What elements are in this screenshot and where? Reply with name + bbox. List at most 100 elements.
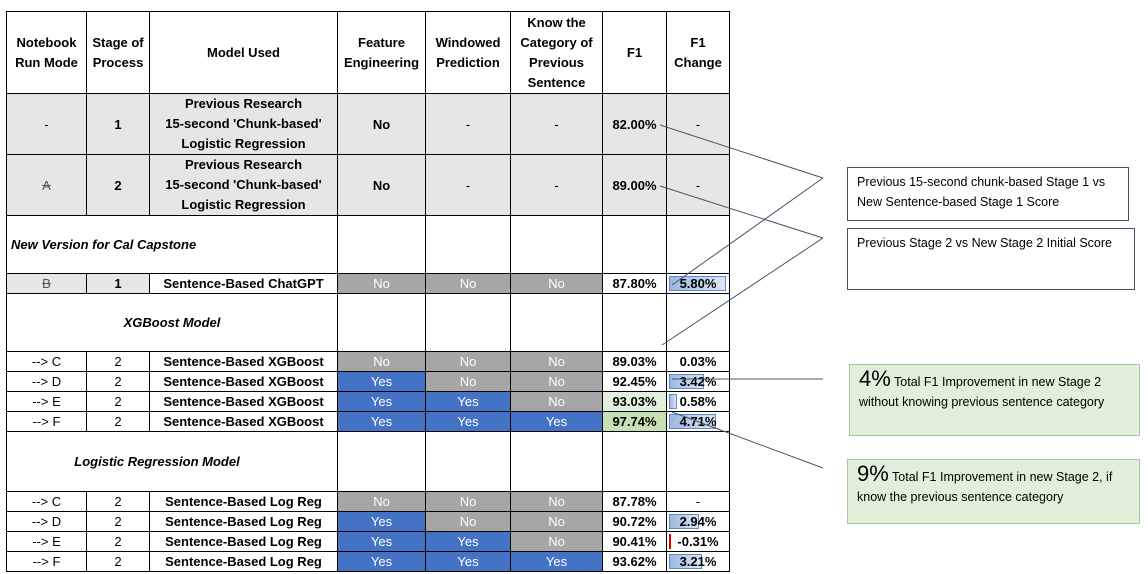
f1-change-value: -0.31% — [677, 534, 719, 549]
cell-f1: 89.00% — [602, 154, 667, 216]
callout-line — [671, 411, 824, 469]
cell-f1: 87.80% — [602, 273, 667, 294]
cell-mode: - — [6, 93, 87, 155]
f1-change-value: 3.42% — [679, 374, 717, 389]
data-bar — [669, 554, 702, 569]
note-stage1-comparison: Previous 15-second chunk-based Stage 1 v… — [847, 167, 1129, 221]
note-stage2-comparison: Previous Stage 2 vs New Stage 2 Initial … — [847, 228, 1135, 290]
table-row: --> C 2 Sentence-Based XGBoost No No No … — [6, 351, 730, 372]
table-row: --> F 2 Sentence-Based XGBoost Yes Yes Y… — [6, 411, 730, 432]
section-row: New Version for Cal Capstone — [6, 215, 730, 274]
cell-know: - — [510, 154, 603, 216]
cell-mode: --> C — [6, 491, 87, 512]
cell-windowed: - — [425, 93, 511, 155]
section-row: XGBoost Model — [6, 293, 730, 352]
data-bar — [669, 374, 704, 389]
cell-know: No — [510, 511, 603, 532]
header-stage: Stage of Process — [86, 11, 150, 94]
header-row: Notebook Run Mode Stage of Process Model… — [6, 11, 730, 94]
empty-cell — [425, 215, 511, 274]
model-line: Logistic Regression — [181, 197, 306, 212]
note-text: Previous 15-second chunk-based Stage 1 v… — [857, 175, 1106, 209]
cell-mode: --> D — [6, 511, 87, 532]
f1-change-value: - — [695, 494, 701, 509]
cell-stage: 1 — [86, 93, 150, 155]
cell-f1: 93.03% — [602, 391, 667, 412]
cell-windowed: Yes — [425, 391, 511, 412]
cell-feature: No — [337, 154, 426, 216]
f1-change-value: 2.94% — [679, 514, 717, 529]
cell-windowed: No — [425, 511, 511, 532]
table-row: --> F 2 Sentence-Based Log Reg Yes Yes Y… — [6, 551, 730, 572]
data-bar — [669, 394, 677, 409]
cell-f1: 93.62% — [602, 551, 667, 572]
empty-cell — [337, 215, 426, 274]
cell-mode: --> D — [6, 371, 87, 392]
cell-know: No — [510, 531, 603, 552]
cell-windowed: Yes — [425, 411, 511, 432]
cell-model: Previous Research 15-second 'Chunk-based… — [149, 93, 338, 155]
f1-change-value: 5.80% — [679, 276, 717, 291]
f1-change-value: 0.58% — [679, 394, 717, 409]
data-bar — [669, 276, 726, 291]
cell-mode: A — [6, 154, 87, 216]
cell-mode: --> F — [6, 551, 87, 572]
cell-feature: No — [337, 273, 426, 294]
data-bar — [669, 414, 716, 429]
callout-line — [671, 177, 824, 286]
cell-f1: 87.78% — [602, 491, 667, 512]
cell-windowed: Yes — [425, 551, 511, 572]
table-row: --> D 2 Sentence-Based Log Reg Yes No No… — [6, 511, 730, 532]
callout-line — [659, 185, 824, 239]
table-row: B 1 Sentence-Based ChatGPT No No No 87.8… — [6, 273, 730, 294]
model-line: Previous Research — [184, 96, 303, 111]
header-model: Model Used — [149, 11, 338, 94]
table-row: A 2 Previous Research 15-second 'Chunk-b… — [6, 154, 730, 216]
cell-know: No — [510, 273, 603, 294]
empty-cell — [510, 431, 603, 492]
cell-know: No — [510, 371, 603, 392]
cell-f1-change: 0.03% — [666, 351, 730, 372]
cell-f1: 90.41% — [602, 531, 667, 552]
cell-know: No — [510, 491, 603, 512]
cell-know: No — [510, 391, 603, 412]
cell-model: Sentence-Based ChatGPT — [149, 273, 338, 294]
empty-cell — [337, 431, 426, 492]
section-row: Logistic Regression Model — [6, 431, 730, 492]
empty-cell — [510, 215, 603, 274]
cell-windowed: No — [425, 351, 511, 372]
table-row: - 1 Previous Research 15-second 'Chunk-b… — [6, 93, 730, 155]
cell-feature: Yes — [337, 411, 426, 432]
cell-mode: B — [6, 273, 87, 294]
header-feature: Feature Engineering — [337, 11, 426, 94]
note-text: Total F1 Improvement in new Stage 2 with… — [859, 375, 1105, 409]
empty-cell — [666, 431, 730, 492]
note-xgb-improvement: 4% Total F1 Improvement in new Stage 2 w… — [849, 364, 1140, 436]
f1-change-value: 3.21% — [679, 554, 717, 569]
cell-know: No — [510, 351, 603, 372]
cell-windowed: Yes — [425, 531, 511, 552]
table-row: --> C 2 Sentence-Based Log Reg No No No … — [6, 491, 730, 512]
model-line: Previous Research — [184, 157, 303, 172]
cell-model: Previous Research 15-second 'Chunk-based… — [149, 154, 338, 216]
model-line: Logistic Regression — [181, 136, 306, 151]
cell-f1: 97.74% — [602, 411, 667, 432]
results-table: Notebook Run Mode Stage of Process Model… — [6, 11, 730, 572]
cell-know: Yes — [510, 411, 603, 432]
callout-line — [661, 237, 824, 346]
cell-mode: --> E — [6, 391, 87, 412]
table-row: --> E 2 Sentence-Based XGBoost Yes Yes N… — [6, 391, 730, 412]
note-lr-improvement: 9% Total F1 Improvement in new Stage 2, … — [847, 459, 1140, 524]
cell-feature: No — [337, 351, 426, 372]
cell-know: Yes — [510, 551, 603, 572]
cell-feature: No — [337, 491, 426, 512]
note-text: Previous Stage 2 vs New Stage 2 Initial … — [857, 236, 1112, 250]
header-f1-change: F1 Change — [666, 11, 730, 94]
cell-stage: 2 — [86, 154, 150, 216]
cell-feature: Yes — [337, 371, 426, 392]
data-bar — [669, 514, 699, 529]
callout-line — [659, 124, 824, 179]
cell-f1-change: 2.94% — [666, 511, 730, 532]
note-percent: 4% — [859, 366, 891, 391]
cell-model: Sentence-Based XGBoost — [149, 411, 338, 432]
